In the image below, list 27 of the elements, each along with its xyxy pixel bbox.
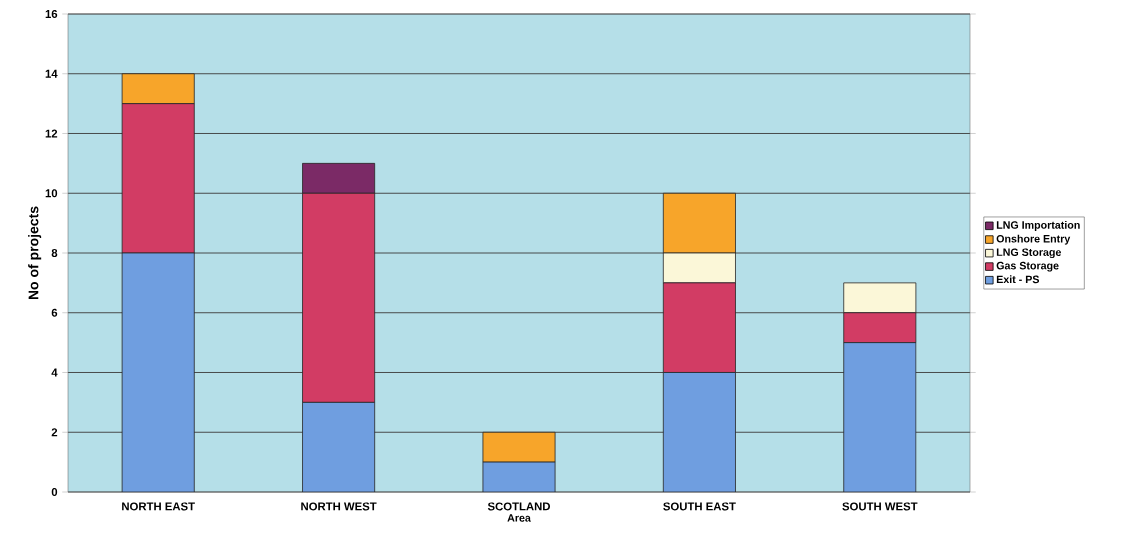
- bar: [482, 461, 556, 492]
- legend-label: Gas Storage: [996, 261, 1059, 272]
- bar: [662, 372, 736, 492]
- y-tick-label: 2: [51, 428, 58, 437]
- y-tick-label: 12: [45, 129, 58, 138]
- y-tick-label: 16: [45, 10, 58, 18]
- x-tick-label: SOUTH WEST: [842, 502, 918, 511]
- legend-label: LNG Importation: [996, 220, 1080, 231]
- y-axis-title: No of projects: [28, 206, 42, 300]
- legend-label: LNG Storage: [996, 248, 1061, 259]
- y-tick-label: 6: [51, 308, 58, 317]
- legend-label: Onshore Entry: [996, 234, 1071, 245]
- bar: [302, 401, 376, 492]
- x-tick-label: NORTH WEST: [301, 502, 377, 511]
- bar: [121, 252, 195, 492]
- x-axis-title: Area: [507, 514, 531, 522]
- legend-label: Exit - PS: [996, 275, 1040, 284]
- y-tick-label: 14: [45, 69, 58, 78]
- y-tick-label: 4: [51, 368, 58, 377]
- x-tick-label: NORTH EAST: [122, 502, 195, 511]
- bar: [482, 431, 556, 463]
- y-tick-label: 0: [51, 488, 58, 497]
- x-tick-label: SOUTH EAST: [663, 502, 736, 511]
- y-tick-label: 10: [45, 189, 58, 198]
- x-tick-label: SCOTLAND: [487, 502, 551, 511]
- bar: [843, 342, 917, 492]
- y-tick-label: 8: [51, 249, 58, 258]
